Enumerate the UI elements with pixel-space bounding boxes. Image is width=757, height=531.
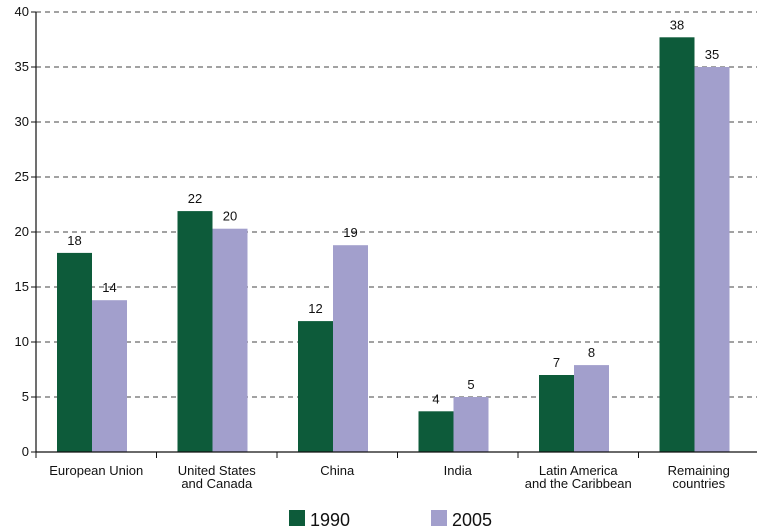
y-tick-label: 25 [15, 169, 29, 184]
bar-2005-2 [333, 245, 368, 452]
value-label: 5 [467, 377, 474, 392]
bars [57, 37, 730, 453]
value-label: 18 [67, 233, 81, 248]
category-label: European Union [49, 463, 143, 478]
category-label: and Canada [181, 476, 253, 491]
bar-1990-4 [539, 375, 574, 452]
axes [35, 12, 757, 458]
bar-1990-3 [418, 411, 454, 452]
bar-1990-5 [659, 37, 695, 453]
category-label: China [320, 463, 355, 478]
value-label: 4 [432, 391, 439, 406]
bar-1990-2 [298, 321, 333, 452]
legend-swatch-2005 [431, 510, 447, 526]
value-label: 14 [102, 280, 116, 295]
y-tick-label: 35 [15, 59, 29, 74]
value-label: 8 [588, 345, 595, 360]
category-label: countries [672, 476, 725, 491]
y-tick-label: 20 [15, 224, 29, 239]
bar-2005-0 [92, 300, 127, 452]
category-label: United States [178, 463, 257, 478]
y-tick-label: 40 [15, 4, 29, 19]
bar-2005-1 [212, 228, 248, 452]
value-label: 22 [188, 191, 202, 206]
gridlines [36, 11, 757, 398]
value-labels: 18 22 12 4 7 38 14 20 19 5 8 35 [67, 17, 719, 406]
legend-swatch-1990 [289, 510, 305, 526]
category-label: India [444, 463, 473, 478]
y-tick-label: 15 [15, 279, 29, 294]
value-label: 20 [223, 209, 237, 224]
y-tick-label: 0 [22, 444, 29, 459]
value-label: 35 [705, 47, 719, 62]
category-label: Latin America [539, 463, 619, 478]
bar-1990-1 [177, 211, 213, 452]
y-tick-label: 5 [22, 389, 29, 404]
value-label: 19 [343, 225, 357, 240]
value-label: 12 [308, 301, 322, 316]
legend: 1990 2005 [289, 510, 492, 530]
legend-label-2005: 2005 [452, 510, 492, 530]
value-label: 7 [553, 355, 560, 370]
bar-2005-3 [453, 397, 489, 452]
y-tick-label: 10 [15, 334, 29, 349]
bar-1990-0 [57, 252, 92, 452]
category-label: Remaining [668, 463, 730, 478]
y-axis-ticks: 0 5 10 15 20 25 30 35 40 [15, 4, 36, 459]
category-label: and the Caribbean [525, 476, 632, 491]
legend-label-1990: 1990 [310, 510, 350, 530]
value-label: 38 [670, 17, 684, 32]
bar-2005-4 [574, 365, 609, 452]
y-tick-label: 30 [15, 114, 29, 129]
bar-2005-5 [694, 67, 730, 452]
